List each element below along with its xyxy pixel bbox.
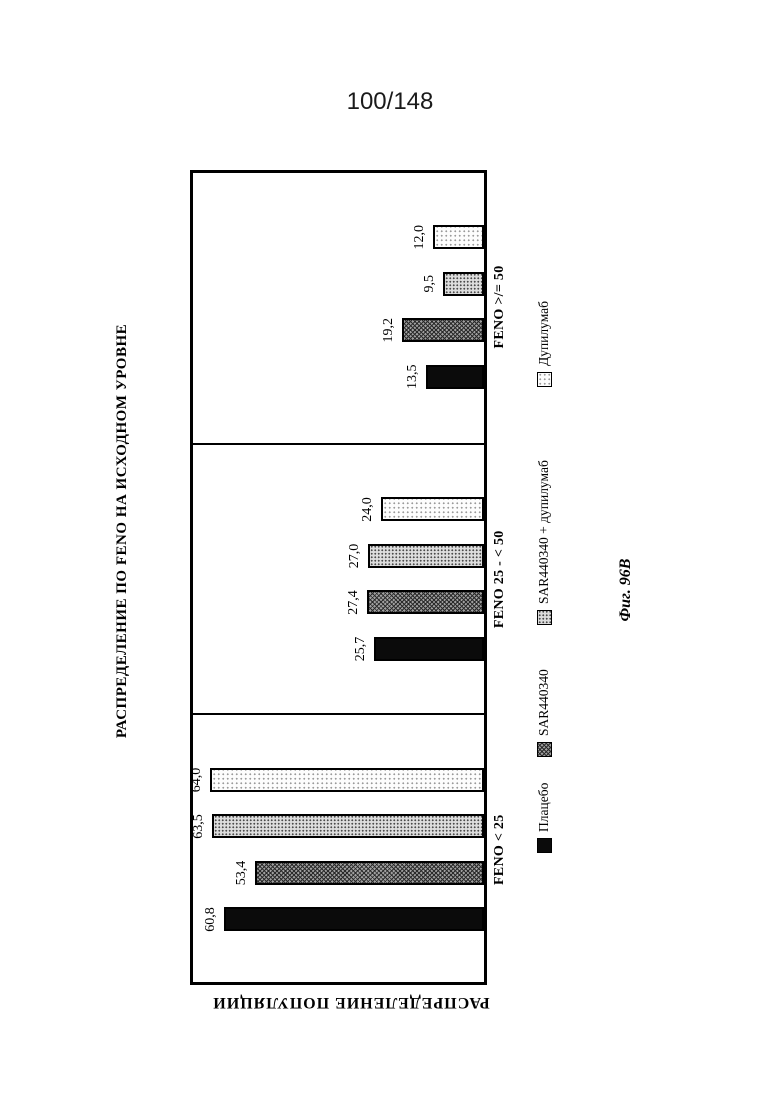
sheet-number: 100/148 bbox=[346, 88, 434, 115]
legend-item-2: SAR440340 + дупилумаб bbox=[536, 460, 552, 625]
legend-item-label-2: SAR440340 + дупилумаб bbox=[536, 460, 551, 604]
legend-item-0: Плацебо bbox=[536, 783, 552, 853]
category-label-group2: FENO >/= 50 bbox=[492, 265, 507, 349]
legend-item-label-0: Плацебо bbox=[536, 782, 551, 832]
legend-item-1: SAR440340 bbox=[536, 669, 552, 757]
legend-key-icon-3 bbox=[536, 372, 552, 387]
legend-item-3: Дупилумаб bbox=[536, 301, 552, 387]
legend-key-icon-0 bbox=[536, 838, 552, 853]
figure-rotated-container: РАСПРЕДЕЛЕНИЕ ПО FENO НА ИСХОДНОМ УРОВНЕ… bbox=[114, 170, 660, 1015]
legend-key-icon-2 bbox=[536, 610, 552, 625]
legend-key-icon-1 bbox=[536, 742, 552, 757]
category-label-group0: FENO < 25 bbox=[492, 814, 507, 886]
figure-caption: Фиг. 96В bbox=[617, 558, 634, 622]
legend: Плацебо SAR440340 SAR440340 + дупилумаб Дуп… bbox=[115, 170, 660, 1015]
legend-item-label-1: SAR440340 bbox=[536, 669, 551, 736]
category-label-group1: FENO 25 - < 50 bbox=[492, 530, 507, 629]
legend-item-label-3: Дупилумаб bbox=[536, 300, 551, 366]
